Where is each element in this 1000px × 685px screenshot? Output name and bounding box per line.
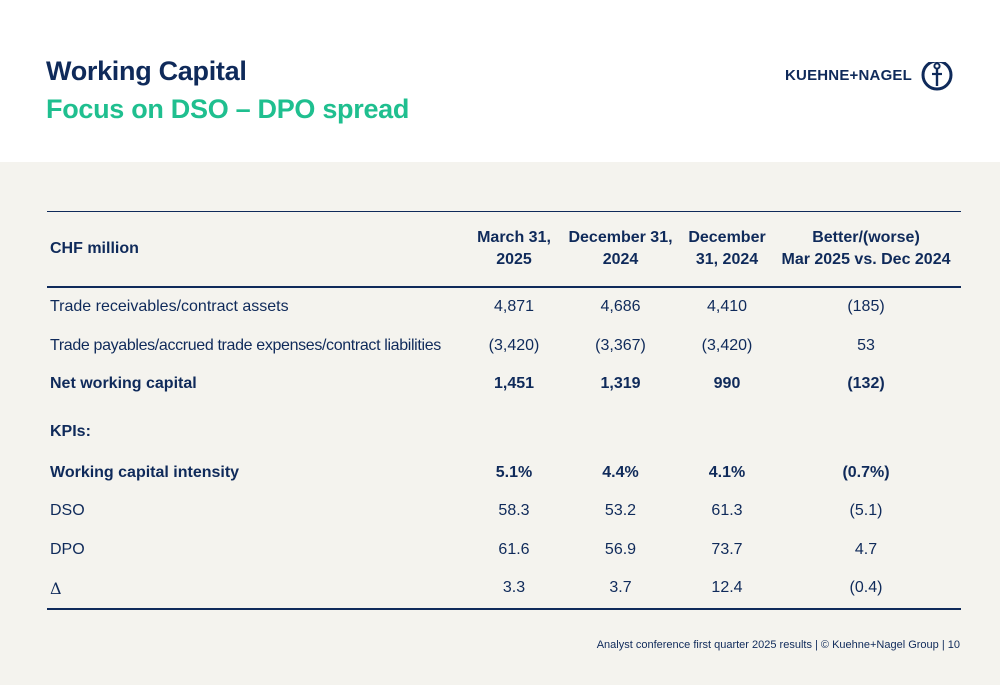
cell-value: (3,420) (488, 336, 540, 354)
cell-value: 61.3 (711, 502, 743, 520)
cell-value: 73.7 (711, 540, 743, 558)
slide-header: Working Capital Focus on DSO – DPO sprea… (0, 0, 1000, 162)
column-header-text: March 31, 2025 (477, 229, 551, 268)
table-row: Δ 3.3 3.7 12.4 (0.4) (47, 569, 961, 610)
table-row: Working capital intensity 5.1% 4.4% 4.1%… (47, 454, 961, 493)
cell-value: 4,871 (493, 298, 535, 316)
table-row: Net working capital 1,451 1,319 990 (132… (47, 365, 961, 404)
cell-value: 3.3 (502, 579, 526, 597)
cell-value: (185) (847, 298, 885, 316)
column-header-dec-2024-b: December 31, 2024 (683, 227, 771, 271)
cell-value: 61.6 (498, 540, 530, 558)
table-row: DSO 58.3 53.2 61.3 (5.1) (47, 492, 961, 531)
page-title: Working Capital (46, 56, 247, 86)
column-header-text: Better/(worse) Mar 2025 vs. Dec 2024 (781, 229, 951, 268)
cell-value: (132) (847, 375, 885, 393)
row-label: Trade payables/accrued trade expenses/co… (50, 336, 441, 354)
cell-value: (3,420) (701, 336, 753, 354)
anchor-logo-icon (921, 56, 953, 91)
table-top-rule (47, 211, 961, 212)
working-capital-table: CHF million March 31, 2025 December 31, … (47, 211, 961, 610)
cell-value: 990 (713, 375, 741, 393)
cell-value: 4,686 (600, 298, 641, 316)
page-subtitle: Focus on DSO – DPO spread (46, 94, 410, 124)
column-header-mar-2025: March 31, 2025 (470, 227, 558, 271)
cell-value: 53 (857, 336, 875, 354)
cell-value: 5.1% (495, 463, 533, 481)
cell-value: 4,410 (706, 298, 748, 316)
cell-value: 4.7 (854, 540, 878, 558)
kpi-section-header: KPIs: (47, 404, 961, 454)
kpi-label: KPIs: (50, 422, 91, 440)
cell-value: (0.7%) (842, 463, 890, 481)
column-header-dec-2024: December 31, 2024 (558, 227, 683, 271)
row-label: DPO (50, 540, 85, 558)
column-header-label: CHF million (50, 240, 139, 257)
row-label: DSO (50, 502, 85, 520)
cell-value: 4.4% (602, 463, 639, 481)
row-label: Δ (50, 578, 62, 598)
cell-value: (5.1) (849, 502, 883, 520)
table-row: Trade receivables/contract assets 4,871 … (47, 288, 961, 327)
cell-value: 4.1% (708, 463, 746, 481)
table-header-row: CHF million March 31, 2025 December 31, … (47, 212, 961, 288)
cell-value: 12.4 (711, 579, 743, 597)
cell-value: (0.4) (849, 579, 883, 597)
cell-value: 53.2 (604, 502, 637, 520)
row-label: Working capital intensity (50, 463, 240, 481)
column-header-text: December 31, 2024 (568, 229, 673, 268)
table-row: Trade payables/accrued trade expenses/co… (47, 327, 961, 366)
cell-value: 1,451 (493, 375, 535, 393)
company-logo: KUEHNE+NAGEL (785, 56, 954, 94)
cell-value: 3.7 (609, 579, 632, 597)
logo-text: KUEHNE+NAGEL (785, 66, 912, 84)
cell-value: 58.3 (498, 502, 530, 520)
column-header-text: December 31, 2024 (688, 229, 766, 268)
content-panel: CHF million March 31, 2025 December 31, … (0, 162, 1000, 685)
slide-footer: Analyst conference first quarter 2025 re… (596, 639, 960, 651)
cell-value: (3,367) (595, 336, 646, 354)
column-header-better-worse: Better/(worse) Mar 2025 vs. Dec 2024 (771, 227, 961, 271)
row-label: Trade receivables/contract assets (50, 298, 289, 316)
row-label: Net working capital (50, 375, 197, 393)
cell-value: 56.9 (604, 540, 637, 558)
cell-value: 1,319 (600, 375, 641, 393)
table-row: DPO 61.6 56.9 73.7 4.7 (47, 531, 961, 570)
